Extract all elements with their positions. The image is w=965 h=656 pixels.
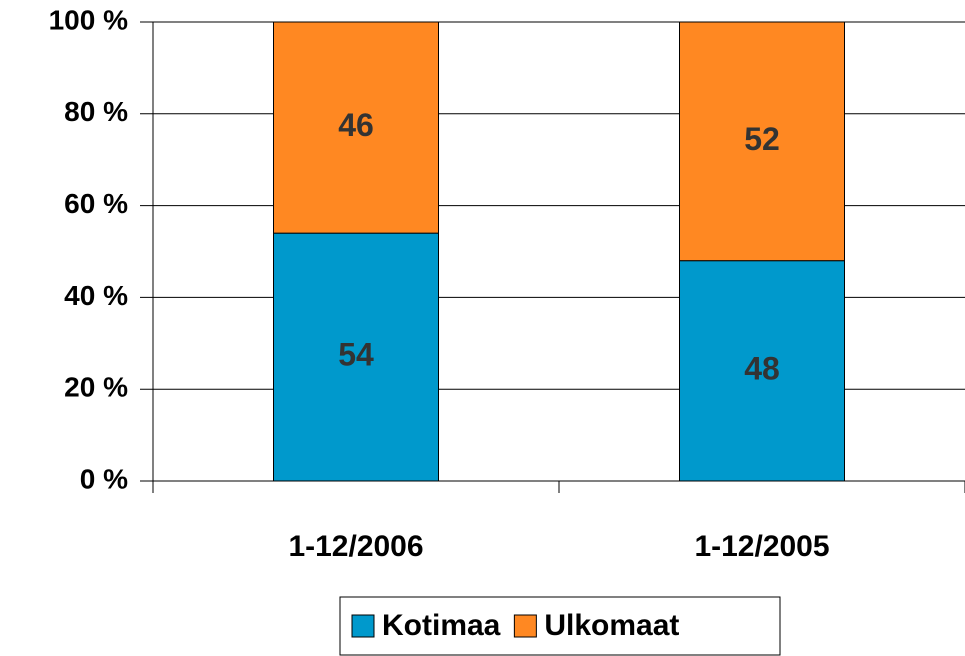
y-tick-label: 40 % — [64, 280, 128, 311]
legend-box — [339, 596, 781, 656]
y-tick-label: 60 % — [64, 188, 128, 219]
data-label: 46 — [338, 107, 374, 143]
legend-swatch — [513, 614, 537, 638]
y-tick-label: 80 % — [64, 96, 128, 127]
y-tick-label: 20 % — [64, 372, 128, 403]
bar-segment — [679, 21, 845, 262]
bar-segment — [273, 232, 439, 482]
bar-segment — [273, 21, 439, 234]
x-tick-label: 1-12/2005 — [694, 530, 829, 563]
legend-swatch — [351, 614, 375, 638]
x-tick-label: 1-12/2006 — [288, 530, 423, 563]
legend: Kotimaa Ulkomaat — [339, 596, 781, 656]
y-tick-label: 100 % — [49, 4, 128, 35]
data-label: 52 — [744, 121, 780, 157]
legend-label: Ulkomaat — [544, 609, 679, 642]
y-tick-label: 0 % — [80, 463, 128, 494]
legend-label: Kotimaa — [382, 609, 501, 642]
data-label: 48 — [744, 350, 780, 386]
data-label: 54 — [338, 337, 374, 373]
bar-segment — [679, 260, 845, 482]
